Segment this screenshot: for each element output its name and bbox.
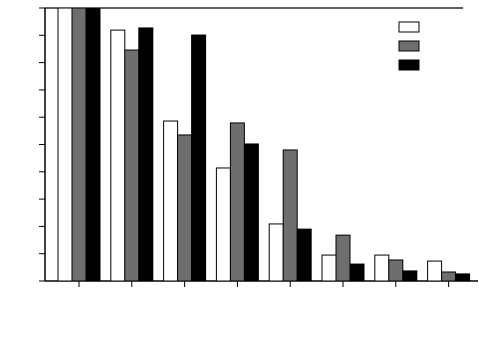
bar xyxy=(455,273,471,282)
bar xyxy=(71,7,87,282)
bar xyxy=(349,263,365,282)
bar xyxy=(335,234,351,282)
bar xyxy=(441,271,457,282)
bar xyxy=(268,223,284,282)
bar xyxy=(215,167,231,282)
bar xyxy=(296,228,312,282)
bar xyxy=(427,260,443,282)
bar xyxy=(163,120,179,282)
bar xyxy=(374,254,390,282)
bar xyxy=(110,29,126,282)
legend-swatch xyxy=(398,59,420,71)
bar xyxy=(138,27,154,282)
bar xyxy=(243,143,259,282)
bar xyxy=(124,49,140,282)
bar xyxy=(282,149,298,282)
legend-swatch xyxy=(398,21,420,33)
bar xyxy=(229,122,245,282)
bar xyxy=(191,34,207,282)
bar xyxy=(85,7,101,282)
bar xyxy=(177,134,193,282)
bar xyxy=(321,254,337,282)
legend-swatch xyxy=(398,40,420,52)
bar xyxy=(57,7,73,282)
bar xyxy=(402,270,418,282)
bar xyxy=(388,259,404,282)
